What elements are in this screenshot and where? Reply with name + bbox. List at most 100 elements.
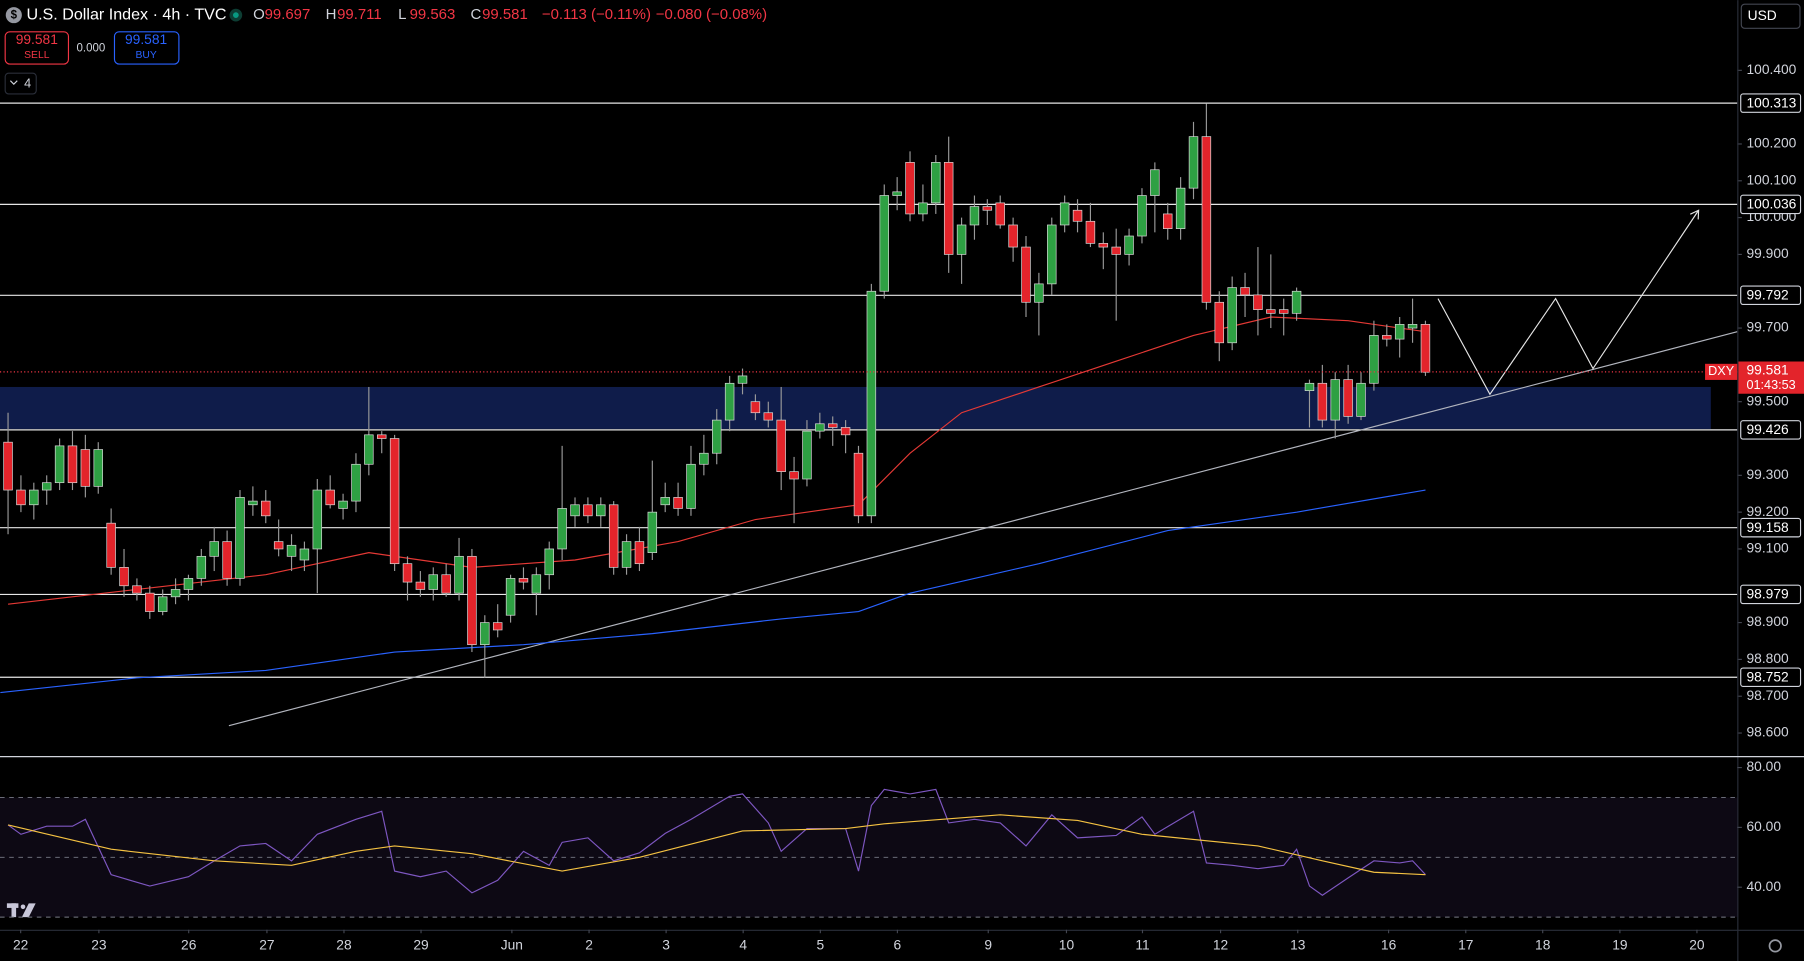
trendline (228, 331, 1738, 727)
candle-body (1008, 224, 1018, 248)
tv-logo (6, 903, 36, 918)
candle-body (1124, 235, 1134, 255)
candle-body (41, 482, 52, 491)
candle-body (299, 548, 310, 561)
x-tick-label: 16 (1381, 938, 1397, 953)
candle-body (724, 382, 735, 421)
x-tick-label: 27 (259, 938, 274, 953)
x-tick-label: 11 (1135, 938, 1149, 953)
candle-body (209, 541, 219, 557)
settings-icon[interactable] (1768, 939, 1782, 953)
buy-button[interactable] (113, 31, 180, 65)
candle-body (918, 202, 928, 215)
spread: 0.000 (76, 43, 105, 55)
candle-body (377, 434, 387, 439)
candle-body (67, 445, 78, 484)
level-label: 99.158 (1746, 520, 1789, 535)
candle-body (1059, 202, 1070, 226)
last-price: 99.581 (1746, 362, 1788, 377)
candle-body (389, 438, 400, 565)
ohlc-key: L (398, 6, 406, 23)
candle-body (222, 541, 232, 579)
candle-body (969, 206, 980, 226)
candle-body (982, 206, 993, 211)
x-tick-label: 19 (1612, 938, 1628, 953)
level-label-box (1740, 584, 1802, 605)
candle-body (789, 471, 799, 480)
candle-body (428, 574, 438, 590)
gear[interactable] (1768, 939, 1782, 953)
ohlc-value: 99.581 (482, 6, 528, 23)
level-label: 98.752 (1746, 669, 1788, 684)
x-tick-label: 6 (894, 938, 902, 953)
ohlc-key: H (326, 6, 337, 23)
candle-body (763, 412, 774, 421)
chevron (9, 80, 18, 85)
candle-body (1137, 195, 1147, 237)
candle-body (583, 504, 593, 517)
x-tick-label: 5 (817, 938, 825, 953)
candle-body (1330, 379, 1340, 421)
candle-body (1253, 294, 1263, 310)
candle-body (325, 489, 335, 506)
market-status (229, 8, 243, 22)
candle-body (943, 162, 954, 255)
ohlc-value: 99.697 (265, 6, 311, 23)
y-tick-label: 98.600 (1746, 725, 1789, 740)
candle-body (312, 489, 323, 550)
x-tick-label: Jun (501, 938, 523, 953)
candle-body (634, 541, 645, 565)
x-tick-label: 29 (413, 938, 429, 953)
candle-body (1098, 243, 1109, 248)
candle-body (3, 441, 13, 491)
y-tick-label: 99.200 (1746, 504, 1789, 519)
x-tick-label: 23 (91, 938, 107, 953)
x-tick-label: 12 (1213, 938, 1228, 953)
x-tick-label: 10 (1059, 938, 1075, 953)
candle-body (802, 430, 812, 480)
candle-body (1278, 309, 1289, 314)
level-label: 98.979 (1746, 587, 1789, 602)
buy-label: BUY (135, 50, 156, 61)
x-tick-label: 3 (662, 938, 670, 953)
candle-body (261, 500, 271, 517)
symbol-icon-glyph: $ (11, 10, 18, 22)
level-label-box (1740, 667, 1802, 688)
change-extended: −0.080 (−0.08%) (656, 6, 767, 23)
candle-body (16, 489, 26, 506)
candle-body (531, 574, 542, 594)
rsi-tick-label: 40.00 (1746, 879, 1781, 894)
candle-body (905, 162, 915, 215)
candle-body (1227, 287, 1237, 344)
candle-body (145, 592, 155, 612)
candle-body (570, 504, 580, 517)
currency-button[interactable] (1740, 3, 1801, 29)
candle-body (673, 497, 683, 509)
y-tick-label: 98.700 (1746, 688, 1789, 703)
x-tick-label: 28 (336, 938, 352, 953)
y-tick-label: 100.100 (1746, 172, 1796, 187)
candle-body (351, 463, 361, 502)
candle-body (183, 578, 194, 590)
candle-body (29, 489, 39, 506)
candle-body (827, 423, 838, 428)
candle-body (467, 555, 477, 646)
candle-body (1047, 224, 1057, 285)
candle-body (840, 427, 851, 436)
logo-part (21, 903, 36, 918)
candle-body (1085, 220, 1096, 244)
candle-body (1111, 246, 1121, 255)
ohlc-key: C (471, 6, 482, 23)
candle-body (1304, 382, 1315, 391)
chart-title[interactable]: U.S. Dollar Index · 4h · TVC (26, 5, 226, 23)
y-tick-label: 98.800 (1746, 651, 1789, 666)
rsi-line (7, 788, 1426, 896)
x-tick-label: 4 (739, 938, 747, 953)
candle-body (621, 541, 632, 568)
indicator-toggle[interactable] (4, 72, 37, 95)
candle-body (1188, 136, 1199, 189)
sell-button[interactable] (4, 31, 70, 65)
candle-body (480, 622, 490, 646)
